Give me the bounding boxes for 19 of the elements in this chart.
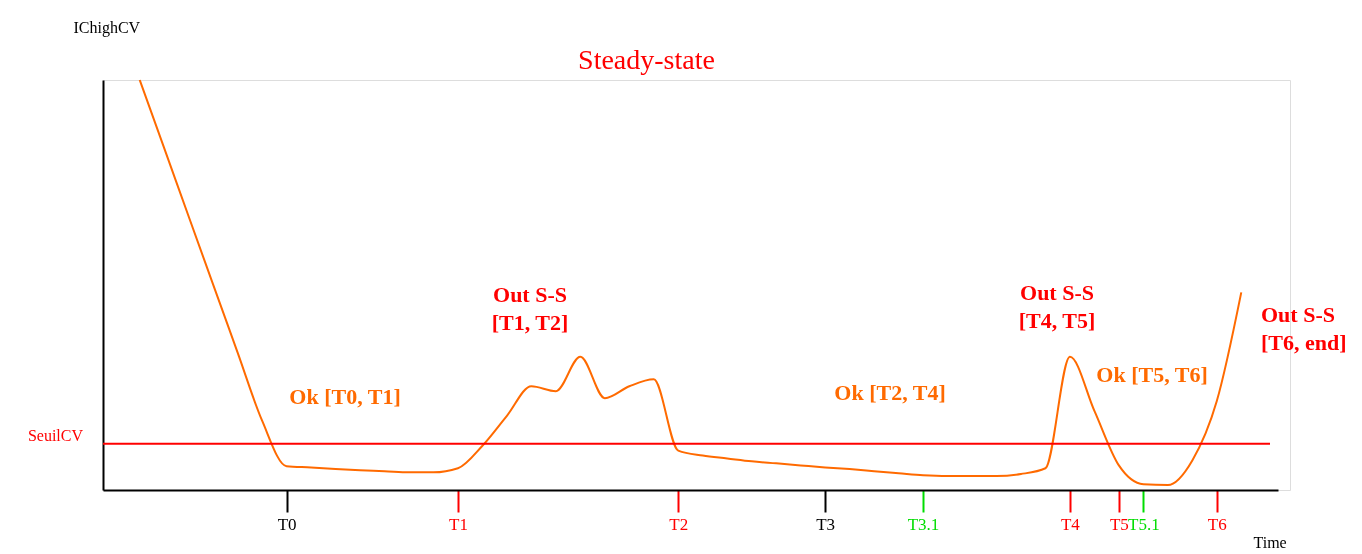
x-axis-title: Time (1253, 533, 1287, 551)
annotation: Out S-S [T6, end] (1261, 302, 1347, 355)
ref-line-label: SeuilCV (27, 426, 84, 444)
annotation: Ok [T0, T1] (289, 384, 401, 409)
annotation: Out S-S [T1, T2] (491, 282, 569, 335)
chart-title: Steady-state (578, 44, 715, 75)
annotation: Ok [T2, T4] (834, 380, 946, 405)
x-tick-label: T6 (1207, 514, 1227, 534)
x-tick-label: T2 (669, 514, 689, 534)
y-axis-title: IChighCV (73, 18, 141, 37)
x-tick-label: T3 (816, 514, 836, 534)
annotation: Out S-S [T4, T5] (1018, 280, 1096, 333)
x-tick-label: T5.1 (1128, 514, 1160, 534)
x-tick-label: T3.1 (907, 514, 940, 534)
x-tick-label: T1 (449, 514, 468, 534)
annotation: Ok [T5, T6] (1096, 362, 1208, 387)
x-tick-label: T4 (1060, 514, 1081, 534)
x-tick-label: T0 (277, 514, 297, 534)
x-tick-label: T5 (1109, 514, 1129, 534)
